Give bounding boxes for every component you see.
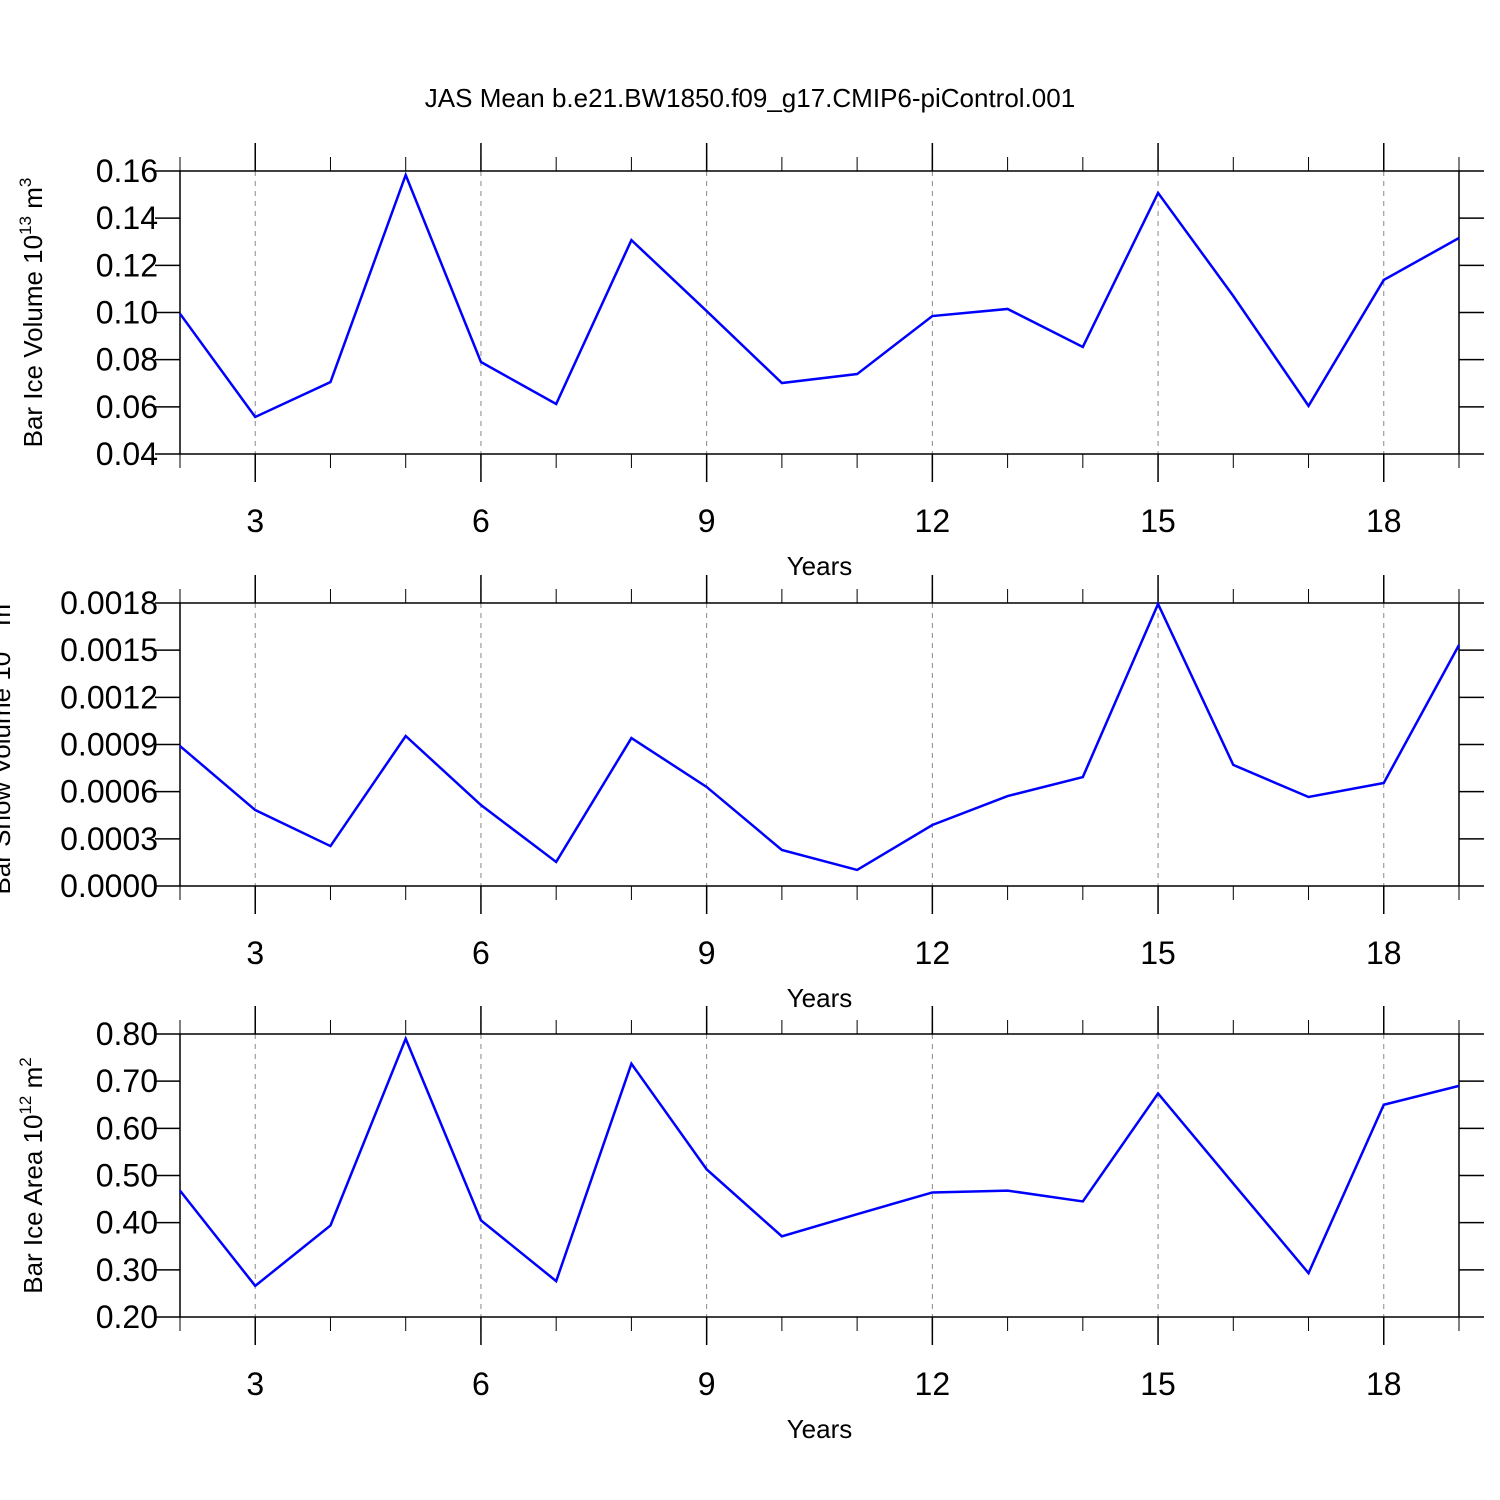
y-tick-label: 0.0009: [60, 727, 158, 763]
y-axis-label-part: m: [18, 1067, 48, 1096]
x-axis-label: Years: [787, 983, 853, 1013]
y-axis-label-part: Bar Snow Volume 10: [0, 652, 16, 895]
data-line: [179, 600, 1461, 872]
x-tick-label: 3: [246, 503, 264, 539]
plot-frame: [179, 602, 1460, 887]
plot-frame: [179, 170, 1460, 455]
y-tick-label: 0.10: [96, 295, 158, 331]
x-axis-label: Years: [787, 551, 853, 581]
x-tick-label: 12: [915, 503, 951, 539]
x-tick-label: 9: [698, 503, 716, 539]
y-tick-label: 0.16: [96, 153, 158, 189]
x-tick-label: 12: [915, 935, 951, 971]
x-tick-label: 3: [246, 1366, 264, 1402]
y-tick-label: 0.60: [96, 1110, 158, 1146]
y-axis-label: Bar Ice Area 1012 m2: [16, 1057, 48, 1294]
y-tick-label: 0.40: [96, 1205, 158, 1241]
x-tick-label: 18: [1366, 1366, 1402, 1402]
y-tick-label: 0.08: [96, 342, 158, 378]
y-axis-label-superscript: 2: [16, 1057, 35, 1066]
y-tick-label: 0.0018: [60, 585, 158, 621]
y-tick-label: 0.70: [96, 1063, 158, 1099]
x-tick-label: 15: [1140, 935, 1176, 971]
plot-frame: [179, 1033, 1460, 1318]
x-tick-label: 6: [472, 1366, 490, 1402]
y-tick-label: 0.0003: [60, 821, 158, 857]
y-tick-label: 0.20: [96, 1299, 158, 1335]
y-axis-label-part: Bar Ice Volume 10: [18, 235, 48, 447]
y-axis-label-superscript: 3: [0, 594, 3, 603]
x-tick-label: 6: [472, 503, 490, 539]
y-tick-label: 0.0012: [60, 679, 158, 715]
x-tick-label: 6: [472, 935, 490, 971]
x-tick-label: 9: [698, 1366, 716, 1402]
y-axis-label-part: m: [18, 187, 48, 216]
x-axis-label: Years: [787, 1414, 853, 1444]
y-axis-label-superscript: 13: [0, 633, 3, 652]
y-axis-label: Bar Ice Volume 1013 m3: [16, 178, 48, 448]
y-axis-label: Bar Snow Volume 1013 m3: [0, 594, 16, 894]
y-axis-label-superscript: 12: [16, 1096, 35, 1115]
x-tick-label: 3: [246, 935, 264, 971]
y-tick-label: 0.80: [96, 1016, 158, 1052]
x-tick-label: 15: [1140, 1366, 1176, 1402]
y-tick-label: 0.0006: [60, 774, 158, 810]
y-tick-label: 0.04: [96, 436, 158, 472]
y-tick-label: 0.30: [96, 1252, 158, 1288]
y-axis-label-superscript: 3: [16, 178, 35, 187]
chart-title: JAS Mean b.e21.BW1850.f09_g17.CMIP6-piCo…: [425, 83, 1075, 113]
y-axis-label-part: Bar Ice Area 10: [18, 1115, 48, 1294]
y-tick-label: 0.06: [96, 389, 158, 425]
x-tick-label: 18: [1366, 503, 1402, 539]
y-tick-label: 0.12: [96, 247, 158, 283]
x-tick-label: 15: [1140, 503, 1176, 539]
data-line: [178, 171, 1460, 419]
x-tick-label: 9: [698, 935, 716, 971]
y-tick-label: 0.14: [96, 200, 158, 236]
x-tick-label: 12: [915, 1366, 951, 1402]
data-line: [179, 1035, 1460, 1288]
y-tick-label: 0.0000: [60, 868, 158, 904]
y-tick-label: 0.0015: [60, 632, 158, 668]
y-tick-label: 0.50: [96, 1158, 158, 1194]
y-axis-label-superscript: 13: [16, 216, 35, 235]
y-axis-label-part: m: [0, 604, 16, 633]
x-tick-label: 18: [1366, 935, 1402, 971]
